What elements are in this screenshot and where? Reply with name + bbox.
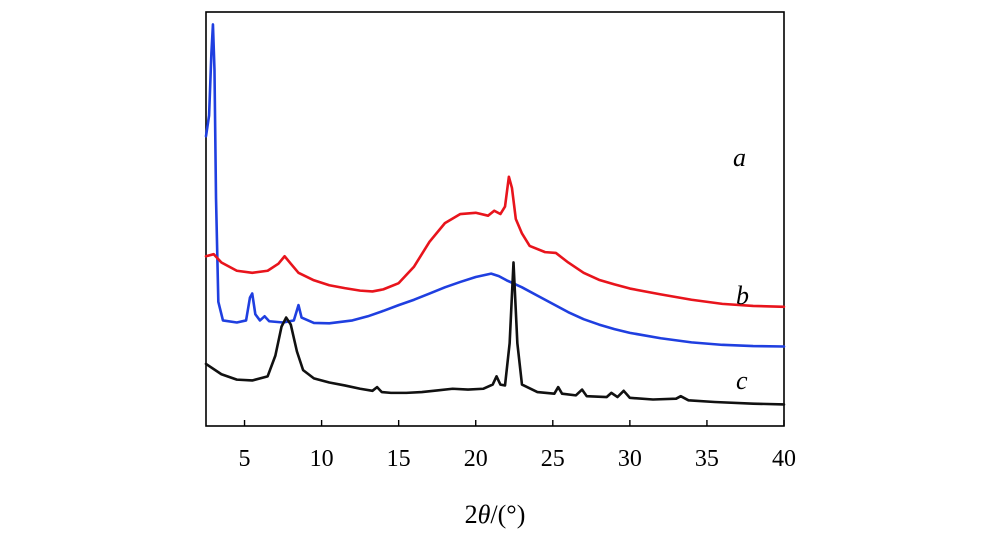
series-line-c bbox=[204, 261, 786, 406]
x-axis-label-symbol: θ bbox=[478, 500, 491, 529]
series-label-a: a bbox=[733, 143, 746, 172]
x-tick-label: 35 bbox=[695, 446, 719, 472]
series-label-c: c bbox=[736, 366, 748, 395]
plot-frame bbox=[205, 11, 785, 427]
x-axis-label: 2θ/(°) bbox=[465, 500, 526, 529]
x-axis-label-prefix: 2 bbox=[465, 500, 478, 529]
x-tick-label: 5 bbox=[239, 446, 251, 472]
series-line-b bbox=[204, 175, 786, 309]
x-tick-label: 25 bbox=[541, 446, 565, 472]
series-layer bbox=[204, 23, 786, 406]
series-line-a bbox=[204, 23, 786, 348]
x-tick-label: 15 bbox=[387, 446, 411, 472]
x-axis-label-suffix: /(°) bbox=[490, 500, 525, 529]
x-tick-label: 10 bbox=[310, 446, 334, 472]
x-tick-label: 20 bbox=[464, 446, 488, 472]
x-tick-label: 40 bbox=[772, 446, 796, 472]
x-axis-ticks: 5 10 15 20 25 30 35 40 bbox=[239, 420, 796, 472]
series-label-b: b bbox=[736, 281, 749, 310]
x-tick-label: 30 bbox=[618, 446, 642, 472]
